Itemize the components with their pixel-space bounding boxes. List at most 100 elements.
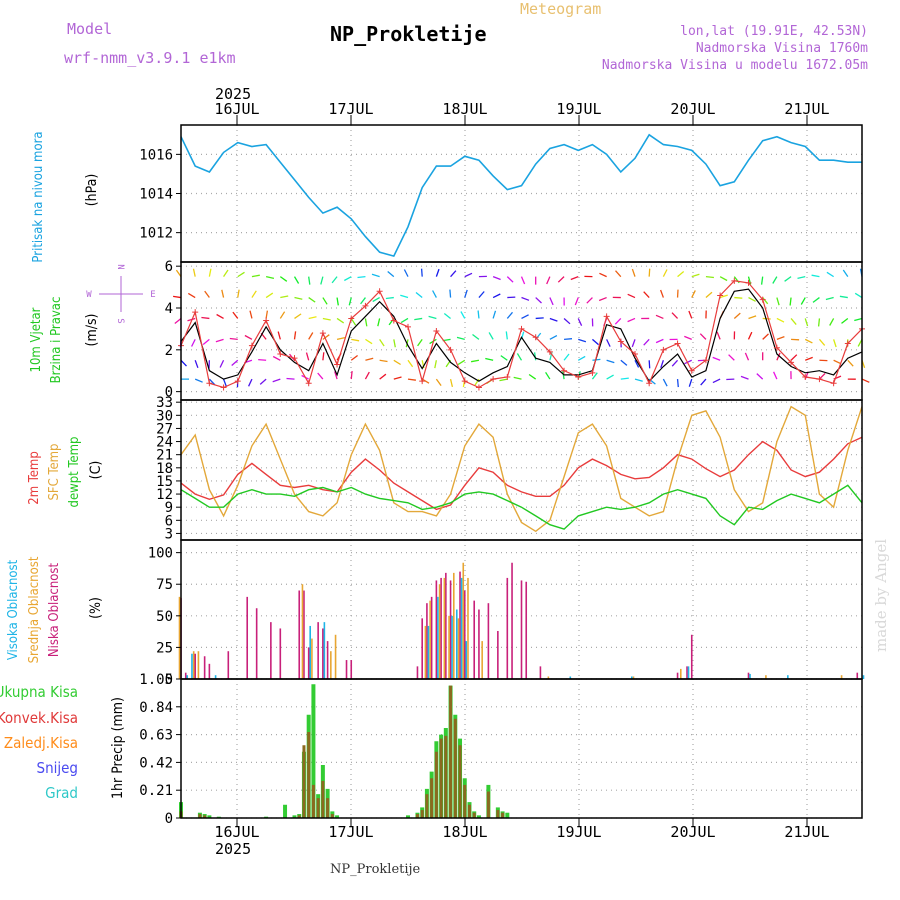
wind-arrow xyxy=(336,297,339,306)
wind-arrow xyxy=(842,269,849,278)
wind-arrow xyxy=(464,289,468,298)
wind-gust-marker xyxy=(646,380,653,387)
wind-arrow xyxy=(535,297,542,304)
x-tick-label-bottom: 19JUL xyxy=(556,823,601,841)
wind-arrow xyxy=(237,289,240,298)
temp-ylabel: (C) xyxy=(88,461,104,480)
wind-gust-marker xyxy=(816,376,823,383)
wind-arrow xyxy=(244,334,253,340)
wind-gust-marker xyxy=(220,384,227,391)
y-tick-label: 30 xyxy=(156,408,173,424)
wind-arrow xyxy=(516,353,523,361)
wind-arrow xyxy=(393,376,402,380)
wind-arrow xyxy=(506,311,513,319)
y-tick-label: 0.63 xyxy=(139,728,173,744)
wind-arrow xyxy=(488,332,494,340)
wind-arrow xyxy=(784,276,792,282)
wind-gust-marker xyxy=(305,380,312,387)
wind-gust-marker xyxy=(277,351,284,357)
wind-arrow xyxy=(677,271,685,278)
wind-arrow xyxy=(305,352,310,361)
wind-gust-marker xyxy=(603,313,610,320)
wind-arrow xyxy=(231,359,239,366)
wind-arrow xyxy=(272,355,281,361)
y-tick-label: 4 xyxy=(165,301,173,317)
wind-gust-marker xyxy=(490,376,497,383)
wind-arrow xyxy=(762,333,769,340)
wind-arrow xyxy=(506,276,514,283)
wind-gust-marker xyxy=(561,367,568,374)
wind-gust-marker xyxy=(518,325,525,332)
wind-arrow xyxy=(208,378,216,386)
wind-arrow xyxy=(294,296,303,300)
wind-arrow xyxy=(620,377,629,380)
wind-arrow xyxy=(265,310,269,319)
wind-gust-marker xyxy=(291,355,298,362)
wind-gust-marker xyxy=(206,380,213,387)
wind-arrow xyxy=(631,339,636,348)
wind-gust-marker xyxy=(461,378,468,385)
wind-arrow xyxy=(277,331,281,340)
wind-arrow xyxy=(492,276,501,281)
wind-arrow xyxy=(606,359,615,364)
wind-arrow xyxy=(811,274,820,278)
wind-arrow xyxy=(599,272,607,278)
wind-arrow xyxy=(393,339,396,348)
temperature-line-0 xyxy=(180,436,863,511)
pressure-side-label: Pritisak na nivou mora xyxy=(31,131,46,262)
wind-gust-marker xyxy=(731,277,738,284)
wind-arrow xyxy=(499,378,508,382)
wind-arrow xyxy=(194,378,203,383)
wind-arrow xyxy=(740,375,749,380)
wind-arrow xyxy=(574,297,579,306)
y-tick-label: 18 xyxy=(156,461,173,477)
wind-arrow xyxy=(223,269,229,277)
wind-arrow xyxy=(464,272,473,278)
y-tick-label: 0.42 xyxy=(139,755,173,771)
y-tick-label: 0 xyxy=(165,672,173,688)
wind-arrow xyxy=(631,268,636,277)
wind-gust-marker xyxy=(844,340,851,347)
wind-arrow xyxy=(598,296,607,302)
compass-s: S xyxy=(115,318,125,323)
wind-arrow xyxy=(343,276,352,282)
elevation-label: Nadmorska Visina 1760m xyxy=(695,41,868,56)
wind-arrow xyxy=(648,360,651,369)
wind-arrow xyxy=(201,316,210,320)
wind-gust-marker xyxy=(405,323,411,330)
wind-arrow xyxy=(351,338,360,342)
wind-arrow xyxy=(805,356,813,361)
wind-arrow xyxy=(443,312,451,319)
wind-arrow xyxy=(428,315,437,320)
wind-arrow xyxy=(659,289,664,298)
wind-arrow xyxy=(728,354,735,361)
y-tick-label: 0 xyxy=(165,811,173,827)
compass-w: W xyxy=(86,290,92,300)
y-tick-label: 1.05 xyxy=(139,672,173,688)
wind-gust-marker xyxy=(376,288,383,295)
wind-arrow xyxy=(655,314,664,320)
wind-arrow xyxy=(336,336,346,340)
wind-arrow xyxy=(470,359,480,363)
wind-arrow xyxy=(434,360,438,369)
wind-arrow xyxy=(259,378,267,385)
x-tick-label-top: 17JUL xyxy=(328,100,373,118)
wind-arrow xyxy=(841,317,849,324)
wind-arrow xyxy=(435,268,440,277)
wind-arrow xyxy=(578,338,587,343)
y-tick-label: 6 xyxy=(165,259,173,275)
wind-arrow xyxy=(671,359,679,367)
wind-gust-marker xyxy=(475,384,482,391)
wind-gust-marker xyxy=(745,279,752,286)
wind-arrow xyxy=(577,318,583,326)
wind-arrow xyxy=(478,291,485,298)
wind-arrow xyxy=(712,356,721,361)
wind-arrow xyxy=(449,289,452,298)
wind-arrow xyxy=(671,312,679,319)
wind-arrow xyxy=(847,359,854,367)
wind-arrow xyxy=(762,297,769,305)
wind-arrow xyxy=(460,311,466,319)
wind-arrow xyxy=(379,339,385,347)
wind-arrow xyxy=(222,378,228,387)
wind-arrow xyxy=(789,297,792,306)
